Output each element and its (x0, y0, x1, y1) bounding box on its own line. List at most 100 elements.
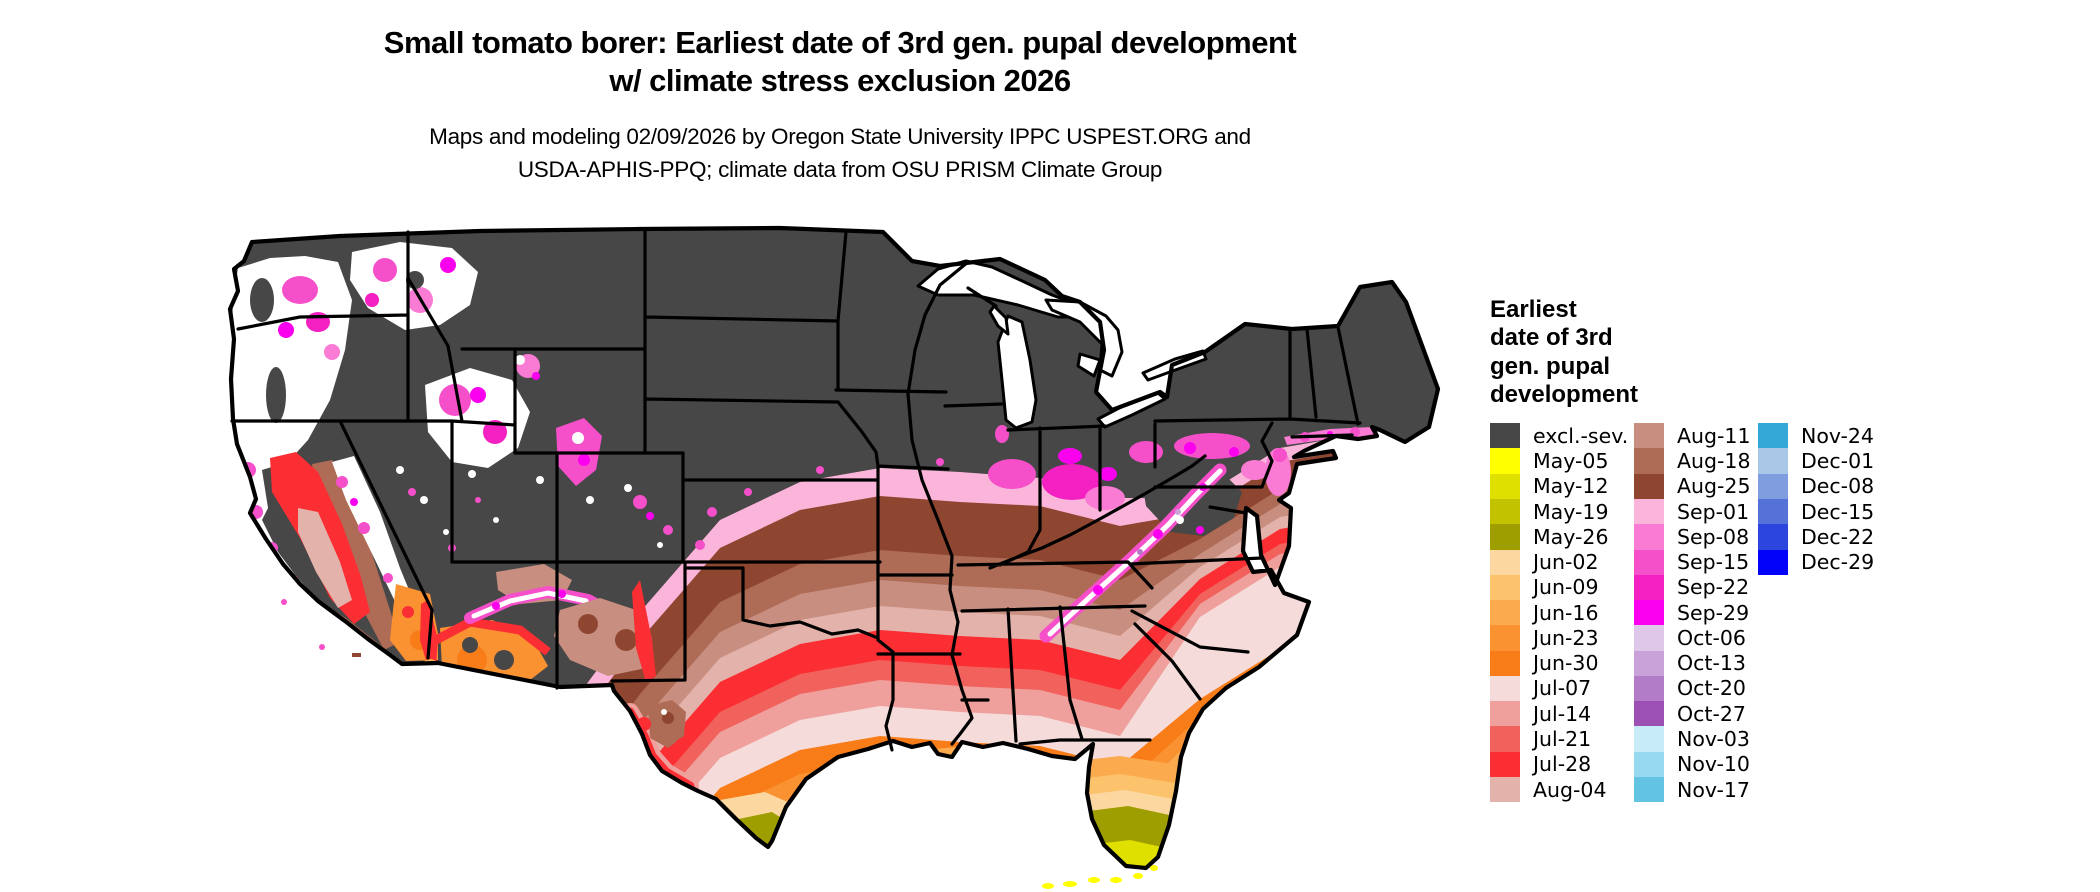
legend-entry-label: Aug-04 (1533, 777, 1607, 802)
legend-swatch (1490, 448, 1520, 474)
legend-entry-label: May-19 (1533, 499, 1609, 524)
legend-entry: Sep-29 (1634, 600, 1751, 626)
legend-swatch (1634, 701, 1664, 727)
legend-swatch (1490, 726, 1520, 752)
legend-swatch (1634, 751, 1664, 777)
legend-swatch (1490, 776, 1520, 803)
page-title-line1: Small tomato borer: Earliest date of 3rd… (383, 25, 1297, 60)
legend-title-line: gen. pupal (1490, 352, 1610, 380)
legend-entry-label: Aug-11 (1677, 423, 1751, 448)
legend-entry-label: Jul-28 (1533, 752, 1592, 777)
legend-column-2: Aug-11 Aug-18 Aug-25 Sep-01 Sep-08 Sep-15 Sep-… (1634, 423, 1751, 803)
channel-islands (281, 599, 361, 657)
legend-title-line: Earliest (1490, 296, 1577, 323)
legend-entry-label: Sep-22 (1677, 575, 1750, 600)
legend-entry-label: excl.-sev. (1533, 423, 1629, 448)
legend-swatch (1490, 549, 1520, 575)
legend-entry-label: Jun-30 (1533, 651, 1599, 676)
legend-entry: May-12 (1490, 473, 1628, 499)
legend-column-1: excl.-sev. May-05 May-12 May-19 May-26 Jun-02… (1490, 423, 1629, 803)
legend-entry: Nov-17 (1634, 776, 1751, 803)
legend-entry: Sep-15 (1634, 549, 1751, 575)
legend-entry: Jun-02 (1490, 549, 1628, 575)
legend-entry-label: Dec-08 (1801, 474, 1875, 499)
lake-michigan (996, 314, 1038, 430)
legend-swatch (1634, 549, 1664, 575)
legend-swatch (1490, 625, 1520, 651)
legend-entry-label: Oct-27 (1677, 701, 1746, 726)
legend-entry-label: Oct-20 (1677, 676, 1746, 701)
legend-swatch (1758, 473, 1788, 499)
legend-entry: Oct-20 (1634, 675, 1751, 702)
legend-entry: Dec-29 (1758, 549, 1874, 575)
legend-entry: Oct-06 (1634, 625, 1751, 651)
legend-entry: Nov-24 (1758, 423, 1874, 449)
legend-title: Earliest date of 3rd gen. pupal developm… (1490, 296, 2050, 409)
green-bay (988, 304, 1010, 336)
legend-swatch (1758, 423, 1788, 449)
legend-entry-label: Jul-14 (1533, 701, 1592, 726)
legend-entry-label: Dec-22 (1801, 524, 1875, 549)
legend-swatch (1758, 498, 1788, 525)
legend-entry: May-19 (1490, 498, 1628, 525)
legend-entry: Jun-23 (1490, 625, 1628, 651)
legend-entry-label: Jul-07 (1533, 676, 1592, 701)
legend-swatch (1490, 574, 1520, 601)
legend-entry: Sep-22 (1634, 574, 1751, 601)
legend-entry: May-26 (1490, 524, 1628, 550)
legend-entry: Dec-15 (1758, 498, 1875, 525)
legend-entry-label: May-12 (1533, 474, 1609, 499)
legend-entry-label: Sep-01 (1677, 499, 1750, 524)
legend-entry: Sep-01 (1634, 498, 1751, 525)
legend-swatch (1634, 625, 1664, 651)
page-subtitle-line1: Maps and modeling 02/09/2026 by Oregon S… (429, 124, 1251, 149)
legend-entry: Jul-21 (1490, 726, 1628, 752)
legend-entry: Aug-25 (1634, 473, 1751, 499)
legend-entry: Nov-10 (1634, 751, 1751, 777)
page-title-line2: w/ climate stress exclusion 2026 (609, 63, 1071, 98)
legend-swatch (1634, 675, 1664, 702)
legend-swatch (1634, 650, 1664, 676)
florida-keys (1042, 865, 1158, 889)
legend-column-3: Nov-24 Dec-01 Dec-08 Dec-15 Dec-22 Dec-29 (1758, 423, 1874, 575)
legend-swatch (1634, 726, 1664, 752)
legend-swatch (1634, 776, 1664, 803)
legend-entry-label: Nov-24 (1801, 423, 1874, 448)
legend-entry-label: Aug-25 (1677, 474, 1751, 499)
legend-entry-label: Sep-08 (1677, 524, 1750, 549)
legend-entry: Jun-30 (1490, 650, 1628, 676)
legend-swatch (1490, 498, 1520, 525)
legend-swatch (1634, 498, 1664, 525)
legend-entry-label: Jun-23 (1533, 625, 1599, 650)
legend-entry-label: Jun-02 (1533, 550, 1599, 575)
legend-entry-label: Oct-13 (1677, 651, 1746, 676)
legend-entry-label: Jun-16 (1533, 600, 1599, 625)
legend-entry-label: Dec-15 (1801, 499, 1875, 524)
legend-entry-label: Aug-18 (1677, 449, 1751, 474)
legend-swatch (1634, 473, 1664, 499)
legend-swatch (1490, 600, 1520, 626)
legend-swatch (1490, 675, 1520, 702)
legend-swatch (1490, 473, 1520, 499)
state-borders (230, 230, 1362, 752)
legend-entry-label: Nov-03 (1677, 727, 1750, 751)
legend-swatch (1634, 574, 1664, 601)
legend-entry: Aug-18 (1634, 448, 1751, 474)
legend: Earliest date of 3rd gen. pupal developm… (1490, 296, 2050, 803)
legend-swatch (1490, 751, 1520, 777)
legend-entry: Jul-14 (1490, 701, 1628, 727)
legend-entry-label: Sep-15 (1677, 550, 1750, 575)
legend-entry-label: Jun-09 (1533, 575, 1599, 600)
subtitle-block: Maps and modeling 02/09/2026 by Oregon S… (0, 120, 1680, 186)
legend-entry-label: Sep-29 (1677, 600, 1750, 625)
legend-entry: Aug-11 (1634, 423, 1751, 449)
legend-swatch (1490, 423, 1520, 449)
legend-entry: Jul-07 (1490, 675, 1628, 702)
legend-entry: May-05 (1490, 448, 1628, 474)
legend-entry: Jul-28 (1490, 751, 1628, 777)
legend-entry: Nov-03 (1634, 726, 1751, 752)
legend-swatch (1490, 650, 1520, 676)
legend-entry: Jun-09 (1490, 574, 1628, 601)
legend-entry-label: Nov-17 (1677, 777, 1750, 802)
